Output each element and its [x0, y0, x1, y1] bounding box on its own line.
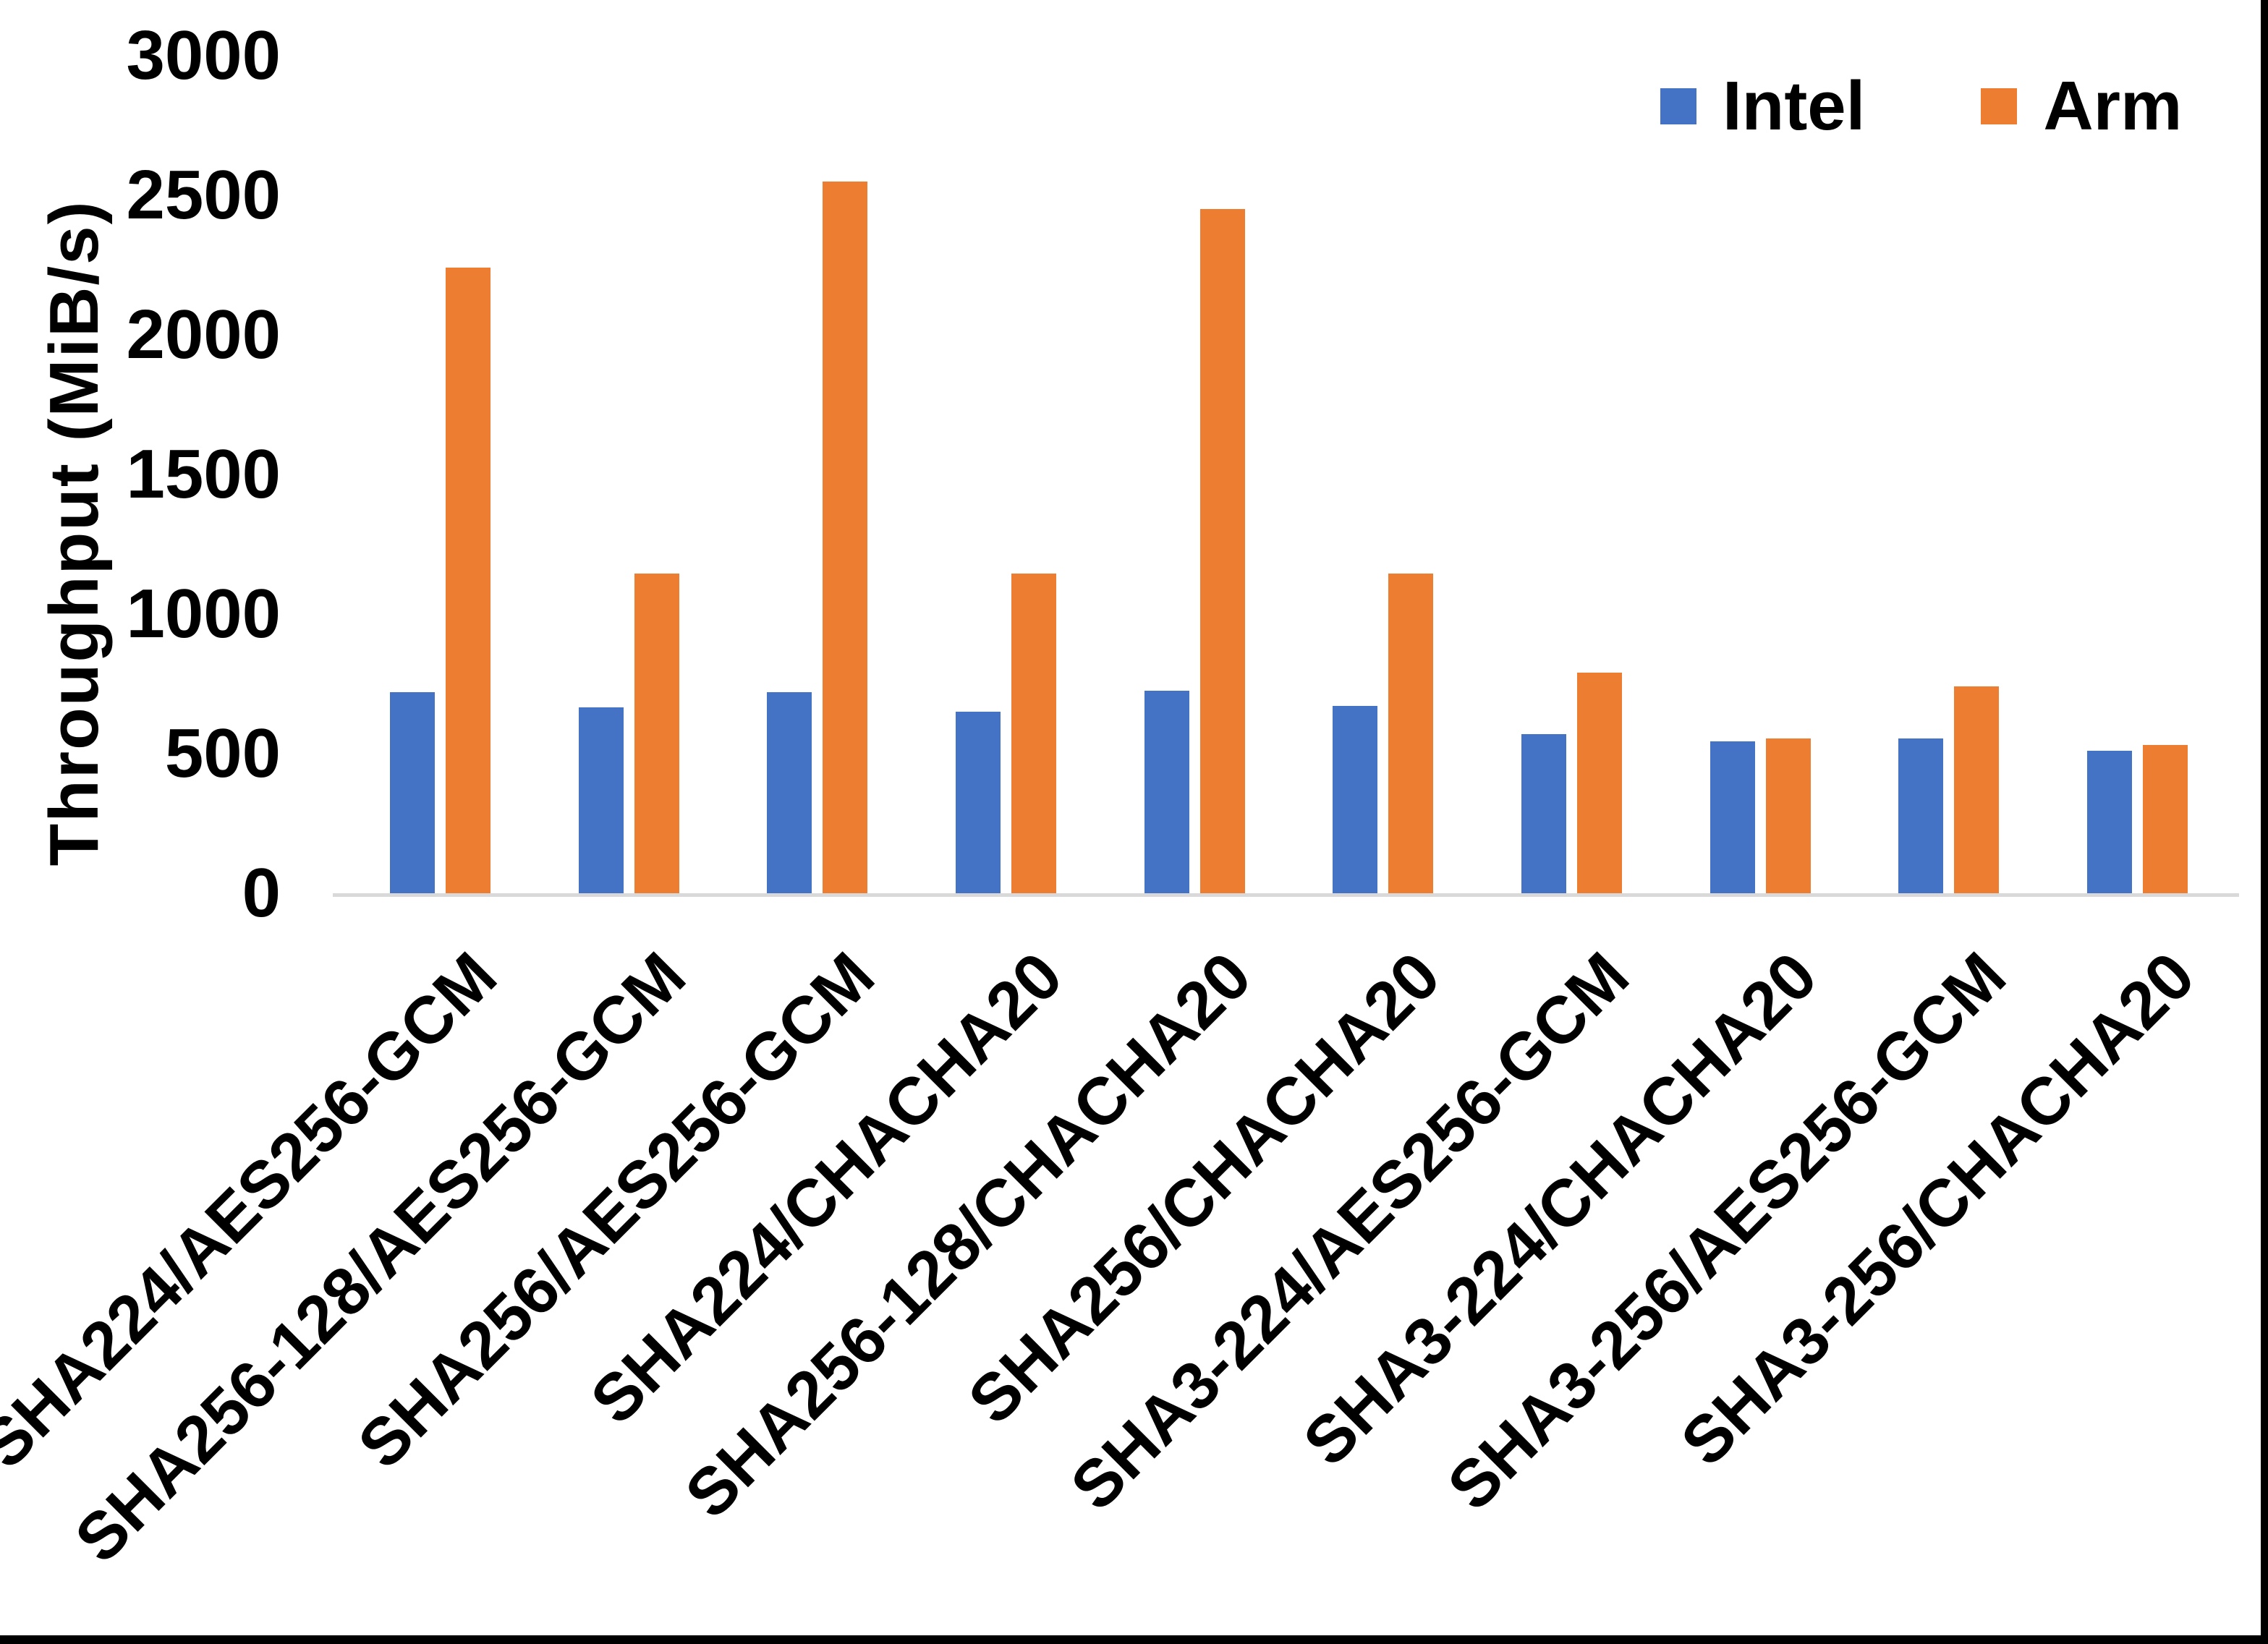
- intel-series-swatch-icon: [1660, 88, 1696, 124]
- figure-border-right: [2261, 0, 2268, 1644]
- bar-intel: [767, 692, 812, 893]
- arm-series-swatch-icon: [1981, 88, 2018, 124]
- y-tick-label: 0: [242, 854, 281, 932]
- y-tick-label: 1500: [126, 435, 281, 513]
- legend-label-intel: Intel: [1723, 67, 1866, 145]
- y-tick-label: 2000: [126, 296, 281, 373]
- bar-intel: [389, 692, 435, 893]
- legend-item-arm: Arm: [1981, 67, 2182, 146]
- bar-arm: [1011, 574, 1056, 893]
- bar-arm: [823, 181, 868, 893]
- y-tick-label: 3000: [126, 17, 281, 94]
- x-axis-line: [333, 893, 2239, 897]
- legend: Intel Arm: [1660, 67, 2182, 146]
- y-tick-label: 2500: [126, 156, 281, 234]
- y-tick-label: 500: [164, 715, 281, 792]
- y-tick-label: 1000: [126, 575, 281, 652]
- bar-arm: [2143, 745, 2188, 893]
- bar-arm: [1577, 673, 1623, 893]
- bar-intel: [2087, 751, 2133, 893]
- bar-intel: [1333, 706, 1378, 893]
- bar-intel: [578, 707, 624, 893]
- legend-item-intel: Intel: [1660, 67, 1865, 146]
- bar-intel: [1144, 691, 1189, 893]
- bar-arm: [1765, 738, 1811, 893]
- legend-label-arm: Arm: [2043, 67, 2183, 145]
- bar-arm: [1388, 574, 1434, 893]
- bar-arm: [1199, 209, 1245, 893]
- bar-intel: [1898, 738, 1944, 893]
- bar-arm: [445, 268, 490, 893]
- bar-arm: [634, 574, 679, 893]
- bar-intel: [1710, 741, 1755, 893]
- bar-intel: [955, 712, 1001, 893]
- figure-border-bottom: [0, 1635, 2268, 1644]
- bar-arm: [1954, 686, 2000, 893]
- bar-intel: [1521, 733, 1567, 893]
